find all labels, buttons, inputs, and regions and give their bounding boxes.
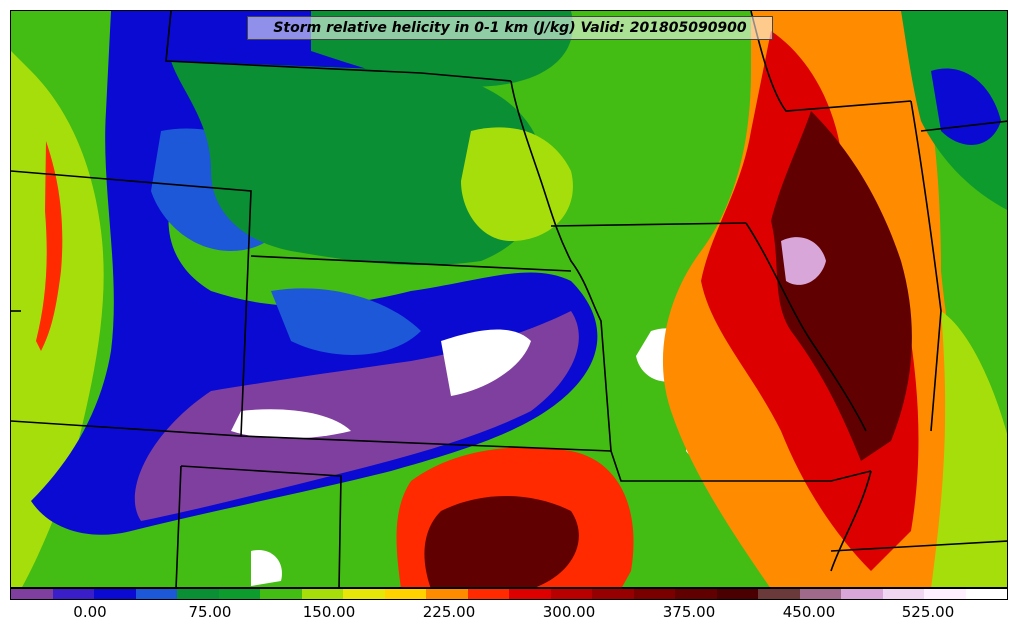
map-panel: Storm relative helicity in 0-1 km (J/kg)…	[10, 10, 1008, 588]
tick-label: 300.00	[542, 603, 596, 621]
colorbar-swatch	[260, 589, 302, 599]
helicity-field-map	[11, 11, 1007, 587]
colorbar-swatch	[384, 589, 426, 599]
colorbar-swatch	[135, 589, 177, 599]
white-patch-5	[251, 550, 282, 586]
tick-label: 450.00	[782, 603, 836, 621]
colorbar-swatch	[633, 589, 675, 599]
colorbar-swatch	[11, 589, 53, 599]
southeast-yellow	[931, 311, 1007, 587]
eastern-maroon	[771, 111, 912, 461]
colorbar-swatch	[799, 589, 841, 599]
tick-label: 150.00	[302, 603, 356, 621]
tick-label: 525.00	[901, 603, 955, 621]
tick-label: 375.00	[662, 603, 716, 621]
colorbar-swatch	[509, 589, 551, 599]
colorbar	[10, 588, 1008, 600]
colorbar-swatch	[882, 589, 924, 599]
yellow-green-area	[461, 127, 573, 241]
southern-maroon	[424, 496, 579, 587]
colorbar-swatch	[841, 589, 883, 599]
colorbar-swatch	[924, 589, 966, 599]
northeast-blue	[931, 68, 1001, 145]
colorbar-swatch	[301, 589, 343, 599]
colorbar-swatch	[965, 589, 1007, 599]
colorbar-swatch	[675, 589, 717, 599]
colorbar-tick-labels: 0.00 75.00 150.00 225.00 300.00 375.00 4…	[10, 603, 1008, 625]
white-patch-2	[231, 409, 351, 439]
white-patch-1	[441, 329, 531, 396]
colorbar-swatch	[550, 589, 592, 599]
colorbar-swatch	[716, 589, 758, 599]
tick-label: 225.00	[422, 603, 476, 621]
colorbar-swatch	[218, 589, 260, 599]
tick-label: 0.00	[73, 603, 107, 621]
colorbar-swatch	[52, 589, 94, 599]
green-plains	[171, 61, 544, 266]
western-yellow	[11, 51, 104, 587]
map-title: Storm relative helicity in 0-1 km (J/kg)…	[247, 16, 773, 40]
tick-label: 75.00	[188, 603, 232, 621]
colorbar-swatch	[758, 589, 800, 599]
western-red-streak	[36, 141, 63, 351]
colorbar-swatch	[426, 589, 468, 599]
colorbar-swatch	[467, 589, 509, 599]
colorbar-swatch	[94, 589, 136, 599]
colorbar-swatch	[592, 589, 634, 599]
colorbar-swatch	[343, 589, 385, 599]
eastern-pink	[781, 237, 826, 285]
colorbar-swatch	[177, 589, 219, 599]
